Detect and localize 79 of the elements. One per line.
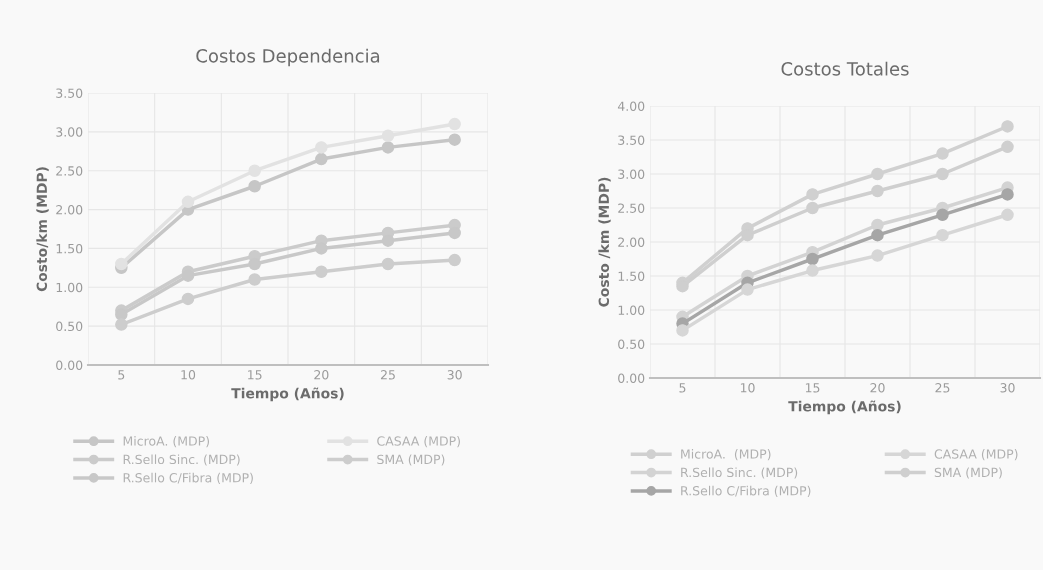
point [936, 147, 949, 160]
y-tick-label: 3.00 [56, 127, 83, 137]
x-tick-label: 20 [314, 370, 329, 380]
y-tick-label: 4.00 [617, 101, 645, 111]
x-tick-label: 30 [1000, 383, 1015, 393]
y-tick-label: 2.00 [618, 237, 645, 247]
point [248, 273, 261, 286]
point [248, 180, 261, 193]
x-tick-label: 20 [870, 383, 885, 393]
y-tick-label: 2.50 [618, 203, 645, 213]
point [871, 228, 884, 242]
y-tick-label: 1.50 [56, 243, 83, 254]
y-tick-label: 1.50 [618, 271, 645, 281]
x-tick-label: 5 [118, 370, 125, 380]
legend-label: R.Sello Sinc. (MDP) [123, 454, 240, 466]
y-tick-label: 0.00 [56, 360, 83, 370]
point [806, 201, 819, 215]
point [181, 292, 195, 306]
x-axis-title: Tiempo (Años) [231, 387, 344, 402]
point [448, 117, 461, 131]
point [1001, 188, 1014, 201]
point [381, 141, 395, 154]
x-axis-title: Tiempo (Años) [788, 400, 901, 415]
legend-label: CASAA (MDP) [934, 449, 1018, 461]
point [381, 257, 395, 271]
chart-title: Costos Totales [781, 61, 909, 76]
legend-label: SMA (MDP) [934, 467, 1002, 479]
point [315, 152, 328, 166]
x-tick-label: 30 [447, 370, 462, 380]
point [115, 257, 128, 271]
y-tick-label: 3.50 [56, 88, 83, 98]
legend-label: R.Sello C/Fibra (MDP) [123, 472, 253, 484]
y-tick-label: 1.00 [618, 305, 645, 315]
y-axis-title: Costo/km (MDP) [36, 167, 49, 292]
point [676, 324, 689, 337]
point [871, 167, 884, 181]
x-tick-label: 5 [679, 383, 686, 393]
point [1001, 208, 1014, 222]
point [448, 253, 461, 267]
point [1001, 140, 1014, 154]
point [936, 167, 949, 181]
point [181, 195, 195, 209]
point [936, 208, 949, 222]
x-tick-label: 15 [248, 370, 262, 380]
point [248, 164, 261, 177]
y-tick-label: 3.50 [618, 135, 645, 145]
point [381, 129, 395, 142]
legend-label: SMA (MDP) [377, 454, 445, 466]
y-tick-label: 0.50 [56, 321, 83, 332]
point [871, 218, 884, 232]
y-axis-title: Costo /km (MDP) [598, 177, 611, 307]
point [806, 264, 819, 277]
y-tick-label: 2.00 [56, 205, 83, 215]
chart-title: Costos Dependencia [196, 48, 380, 67]
x-tick-label: 25 [935, 383, 950, 393]
x-tick-label: 15 [805, 383, 820, 393]
point [806, 188, 819, 201]
x-tick-label: 10 [181, 370, 196, 380]
point [315, 265, 328, 278]
legend-label: R.Sello C/Fibra (MDP) [681, 485, 811, 497]
point [871, 249, 884, 262]
legend-label: R.Sello Sinc. (MDP) [681, 467, 798, 479]
legend-label: MicroA. (MDP) [123, 436, 210, 448]
point [871, 184, 884, 198]
legend-label: CASAA (MDP) [377, 436, 460, 448]
y-tick-label: 0.00 [618, 373, 645, 383]
y-tick-label: 2.50 [56, 166, 83, 176]
point [448, 133, 461, 146]
x-tick-label: 10 [740, 383, 755, 393]
point [936, 228, 949, 242]
y-tick-label: 3.00 [618, 169, 645, 179]
point [315, 141, 328, 154]
legend-label: MicroA. (MDP) [681, 449, 771, 461]
y-tick-label: 1.00 [56, 282, 83, 293]
point [806, 252, 819, 266]
point [741, 283, 754, 296]
x-tick-label: 25 [380, 370, 395, 380]
y-tick-label: 0.50 [618, 339, 645, 349]
point [1001, 120, 1014, 133]
